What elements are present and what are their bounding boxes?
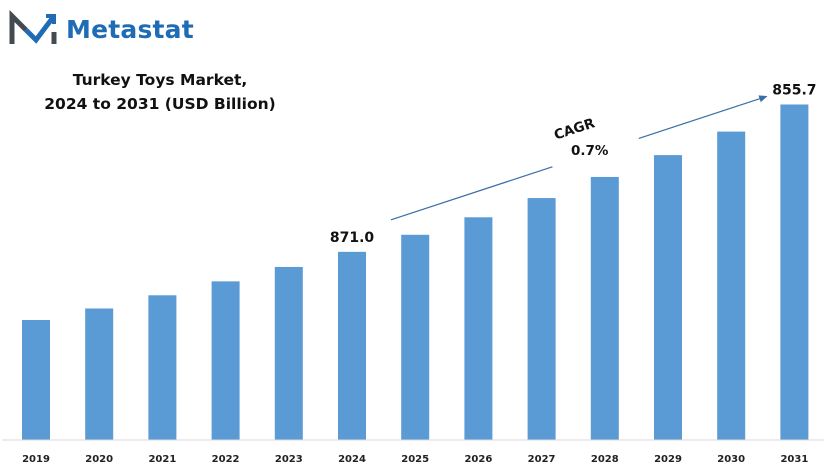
- chart-title: Turkey Toys Market,: [72, 71, 248, 89]
- x-tick-label-2025: 2025: [401, 454, 429, 465]
- x-tick-label-2028: 2028: [591, 454, 619, 465]
- brand-name: Metastat: [66, 14, 194, 44]
- chart-subtitle: 2024 to 2031 (USD Billion): [44, 95, 276, 113]
- bar-2031: [780, 104, 809, 440]
- x-tick-label-2019: 2019: [22, 454, 50, 465]
- x-tick-label-2026: 2026: [464, 454, 492, 465]
- bar-2024: [338, 251, 366, 440]
- cagr-arrow-line: [390, 166, 553, 221]
- x-tick-label-2021: 2021: [148, 454, 176, 465]
- bar-2028: [590, 176, 619, 440]
- brand-logo: Metastat: [8, 10, 194, 48]
- chart-title-block: Turkey Toys Market, 2024 to 2031 (USD Bi…: [30, 68, 290, 116]
- x-tick-label-2024: 2024: [338, 454, 366, 465]
- bar-2030: [717, 131, 746, 440]
- cagr-arrow-head-line: [638, 95, 768, 139]
- bar-2019: [22, 320, 50, 440]
- bar-2027: [527, 198, 556, 440]
- bar-2021: [148, 295, 177, 440]
- metastat-logo-icon: [9, 10, 57, 44]
- x-tick-label-2027: 2027: [528, 454, 556, 465]
- data-label-2031: 855.7: [772, 82, 816, 98]
- x-tick-label-2020: 2020: [85, 454, 113, 465]
- bar-2022: [211, 281, 240, 440]
- cagr-value: 0.7%: [571, 143, 609, 159]
- bar-2025: [401, 234, 430, 440]
- data-label-2024: 871.0: [330, 230, 375, 246]
- x-tick-label-2022: 2022: [212, 454, 240, 465]
- bar-2023: [274, 266, 303, 440]
- x-tick-label-2029: 2029: [654, 454, 682, 465]
- x-tick-label-2030: 2030: [717, 454, 745, 465]
- x-tick-label-2023: 2023: [275, 454, 303, 465]
- bar-2026: [464, 217, 493, 440]
- cagr-label: CAGR: [552, 115, 597, 143]
- bar-2020: [85, 308, 114, 440]
- x-tick-label-2031: 2031: [780, 454, 808, 465]
- bar-2029: [654, 155, 682, 440]
